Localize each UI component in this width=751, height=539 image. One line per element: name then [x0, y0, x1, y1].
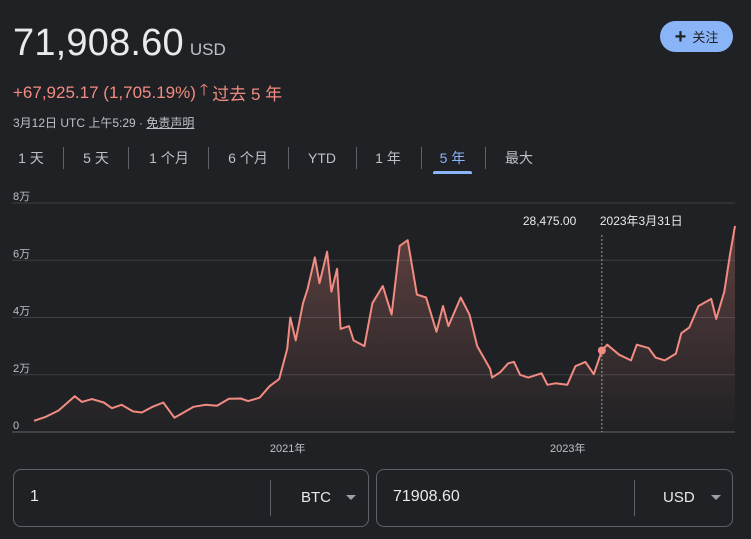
- tooltip-date: 2023年3月31日: [600, 214, 683, 228]
- field-divider: [270, 480, 271, 516]
- hover-point: [597, 346, 606, 355]
- timestamp-line: 3月12日 UTC 上午5:29 · 免责声明: [13, 114, 194, 131]
- tab-max[interactable]: 最大: [505, 149, 533, 166]
- chart-tooltip: 28,475.00 2023年3月31日: [511, 206, 690, 234]
- price-change: +67,925.17 (1,705.19%) 🡑 过去 5 年: [13, 79, 282, 106]
- price-area: [34, 225, 735, 432]
- plus-icon: +: [674, 25, 687, 48]
- converter-from: 1 BTC: [13, 469, 369, 527]
- follow-button[interactable]: + 关注: [660, 21, 733, 52]
- from-amount-input[interactable]: 1: [30, 488, 39, 505]
- y-tick-label: 8万: [13, 191, 30, 203]
- tab-ytd[interactable]: YTD: [308, 149, 336, 166]
- tab-divider: [288, 147, 289, 169]
- tab-5d[interactable]: 5 天: [83, 149, 109, 166]
- y-tick-label: 4万: [13, 306, 30, 318]
- follow-label: 关注: [692, 30, 719, 45]
- current-price: 71,908.60: [13, 22, 184, 64]
- tab-5y[interactable]: 5 年: [433, 142, 472, 174]
- converter-to: 71908.60 USD: [376, 469, 733, 527]
- arrow-up-icon: 🡑: [199, 82, 209, 99]
- y-tick-label: 2万: [13, 363, 30, 375]
- tab-1m[interactable]: 1 个月: [149, 149, 189, 166]
- to-unit-select[interactable]: USD: [663, 489, 695, 506]
- y-tick-label: 6万: [13, 248, 30, 260]
- tab-divider: [208, 147, 209, 169]
- x-tick-label: 2023年: [550, 441, 585, 455]
- tab-divider: [485, 147, 486, 169]
- x-tick-label: 2021年: [270, 441, 305, 455]
- chevron-down-icon[interactable]: [711, 495, 721, 500]
- tab-1d[interactable]: 1 天: [18, 149, 44, 166]
- price-currency: USD: [189, 40, 226, 59]
- change-value: +67,925.17 (1,705.19%): [13, 82, 196, 102]
- timestamp: 3月12日 UTC 上午5:29 ·: [13, 116, 147, 130]
- tab-divider: [356, 147, 357, 169]
- price-row: 71,908.60 USD: [13, 22, 226, 65]
- tab-6m[interactable]: 6 个月: [228, 149, 268, 166]
- from-unit-select[interactable]: BTC: [301, 489, 331, 506]
- price-line: [33, 225, 736, 422]
- tab-divider: [421, 147, 422, 169]
- price-chart[interactable]: 0 2万 4万 6万 8万 2021年 2023年 28,475.00 2023年3月31…: [0, 190, 751, 460]
- field-divider: [634, 480, 635, 516]
- tooltip-value: 28,475.00: [523, 214, 577, 228]
- y-tick-label: 0: [13, 420, 19, 432]
- tab-divider: [128, 147, 129, 169]
- change-period: 过去 5 年: [212, 85, 283, 104]
- disclaimer-link[interactable]: 免责声明: [146, 116, 195, 130]
- tab-divider: [63, 147, 64, 169]
- range-tabs: 1 天 5 天 1 个月 6 个月 YTD 1 年 5 年 最大: [0, 142, 751, 174]
- chevron-down-icon[interactable]: [346, 495, 356, 500]
- to-amount-input[interactable]: 71908.60: [393, 488, 460, 505]
- tab-1y[interactable]: 1 年: [375, 149, 401, 166]
